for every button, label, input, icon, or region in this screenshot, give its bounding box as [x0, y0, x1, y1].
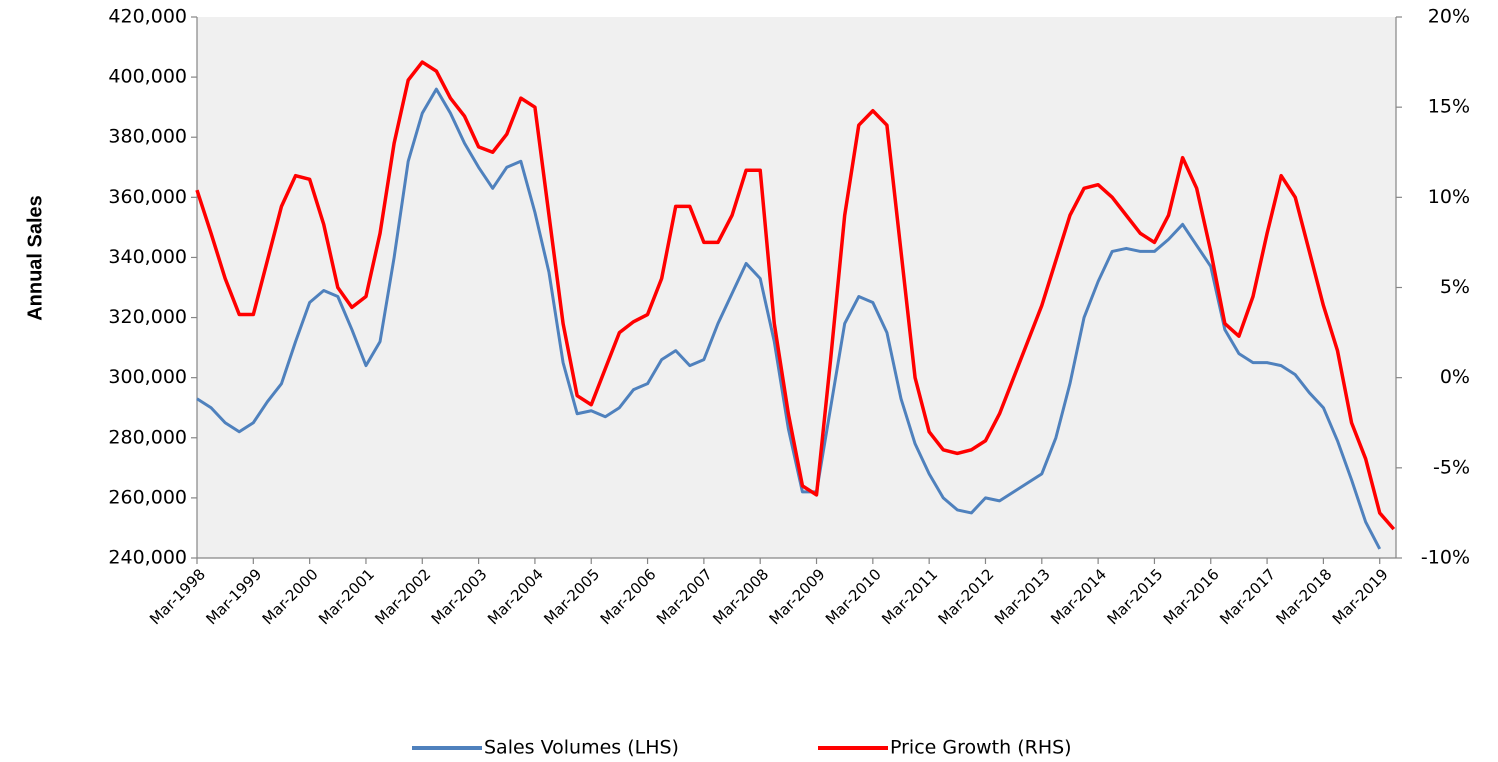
- y-tick-label: 380,000: [108, 126, 187, 148]
- y-tick-label: 400,000: [108, 66, 187, 88]
- y2-tick-label: 5%: [1440, 276, 1470, 298]
- legend-label: Price Growth (RHS): [890, 737, 1072, 759]
- x-tick-label: Mar-2005: [540, 565, 603, 628]
- x-tick-label: Mar-2002: [371, 565, 434, 628]
- y2-tick-label: 20%: [1428, 6, 1470, 28]
- y2-tick-label: 10%: [1428, 186, 1470, 208]
- y2-tick-label: -5%: [1433, 456, 1470, 478]
- y-axis-title: Annual Sales: [24, 195, 46, 321]
- y-tick-label: 420,000: [108, 6, 187, 28]
- x-tick-label: Mar-2019: [1329, 565, 1392, 628]
- x-tick-label: Mar-2001: [315, 565, 378, 628]
- y2-tick-label: -10%: [1421, 547, 1470, 569]
- x-tick-label: Mar-2009: [766, 565, 829, 628]
- x-tick-label: Mar-2007: [653, 565, 716, 628]
- y-tick-label: 360,000: [108, 186, 187, 208]
- y-tick-label: 320,000: [108, 306, 187, 328]
- y-tick-label: 300,000: [108, 366, 187, 388]
- series-line: [196, 87, 1382, 550]
- series-line: [195, 60, 1396, 531]
- y-tick-label: 280,000: [108, 426, 187, 448]
- x-tick-label: Mar-2003: [428, 565, 491, 628]
- y2-tick-label: 0%: [1440, 366, 1470, 388]
- x-tick-label: Mar-2011: [878, 565, 941, 628]
- x-tick-label: Mar-1999: [202, 565, 265, 628]
- legend-label: Sales Volumes (LHS): [484, 737, 679, 759]
- x-tick-label: Mar-2018: [1273, 565, 1336, 628]
- y2-tick-label: 15%: [1428, 96, 1470, 118]
- x-tick-label: Mar-2008: [709, 565, 772, 628]
- x-tick-label: Mar-2010: [822, 565, 885, 628]
- x-tick-label: Mar-2012: [935, 565, 998, 628]
- x-tick-label: Mar-2000: [259, 565, 322, 628]
- y-tick-label: 240,000: [108, 547, 187, 569]
- x-tick-label: Mar-2004: [484, 565, 547, 628]
- y-tick-label: 340,000: [108, 246, 187, 268]
- x-tick-label: Mar-1998: [146, 565, 209, 628]
- x-tick-label: Mar-2014: [1047, 565, 1110, 628]
- x-tick-label: Mar-2015: [1104, 565, 1167, 628]
- y-tick-label: 260,000: [108, 486, 187, 508]
- x-tick-label: Mar-2017: [1216, 565, 1279, 628]
- x-tick-label: Mar-2013: [991, 565, 1054, 628]
- x-tick-label: Mar-2006: [597, 565, 660, 628]
- x-tick-label: Mar-2016: [1160, 565, 1223, 628]
